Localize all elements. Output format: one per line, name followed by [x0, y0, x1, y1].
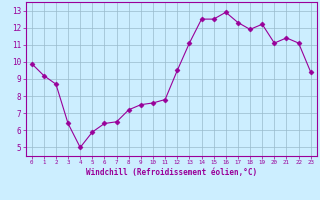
X-axis label: Windchill (Refroidissement éolien,°C): Windchill (Refroidissement éolien,°C) — [86, 168, 257, 177]
